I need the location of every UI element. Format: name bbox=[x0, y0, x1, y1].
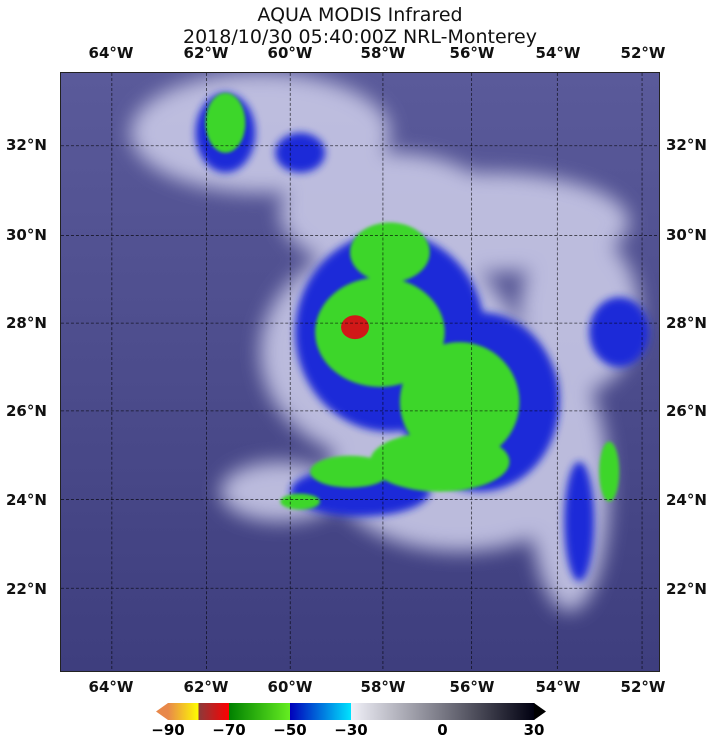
colorbar-segment bbox=[351, 703, 535, 720]
latitude-label-right: 24°N bbox=[666, 491, 707, 509]
cloud-cover-green bbox=[205, 92, 620, 510]
image-subtitle: 2018/10/30 05:40:00Z NRL-Monterey bbox=[183, 26, 537, 48]
longitude-label-top: 52°W bbox=[620, 44, 666, 62]
latitude-label-right: 32°N bbox=[666, 136, 707, 154]
longitude-label-bottom: 52°W bbox=[620, 678, 666, 696]
colorbar-min-extend bbox=[156, 703, 168, 720]
colorbar-segment bbox=[168, 703, 199, 720]
longitude-label-top: 54°W bbox=[535, 44, 581, 62]
latitude-label-left: 28°N bbox=[6, 314, 47, 332]
longitude-label-bottom: 58°W bbox=[360, 678, 406, 696]
colorbar-tick-label: 30 bbox=[523, 721, 545, 739]
latitude-label-right: 22°N bbox=[666, 580, 707, 598]
image-title: AQUA MODIS Infrared bbox=[257, 4, 463, 26]
longitude-label-bottom: 62°W bbox=[183, 678, 229, 696]
longitude-label-top: 60°W bbox=[267, 44, 313, 62]
colorbar-max-extend bbox=[534, 703, 546, 720]
colorbar-tick-label: −90 bbox=[151, 721, 185, 739]
storm-core-red bbox=[341, 315, 369, 340]
colorbar-segment bbox=[290, 703, 352, 720]
longitude-label-bottom: 60°W bbox=[267, 678, 313, 696]
longitude-label-top: 64°W bbox=[88, 44, 134, 62]
latitude-label-left: 26°N bbox=[6, 402, 47, 420]
colorbar-tick-label: −70 bbox=[212, 721, 246, 739]
latitude-label-left: 24°N bbox=[6, 491, 47, 509]
latitude-label-right: 26°N bbox=[666, 402, 707, 420]
colorbar-tick-label: −50 bbox=[273, 721, 307, 739]
longitude-label-bottom: 56°W bbox=[449, 678, 495, 696]
longitude-label-bottom: 64°W bbox=[88, 678, 134, 696]
latitude-label-right: 30°N bbox=[666, 226, 707, 244]
latitude-label-left: 32°N bbox=[6, 136, 47, 154]
latitude-label-left: 22°N bbox=[6, 580, 47, 598]
longitude-label-top: 58°W bbox=[360, 44, 406, 62]
longitude-label-top: 62°W bbox=[183, 44, 229, 62]
longitude-label-bottom: 54°W bbox=[535, 678, 581, 696]
colorbar-segment bbox=[198, 703, 230, 720]
colorbar bbox=[156, 703, 546, 720]
colorbar-tick-label: 0 bbox=[437, 721, 448, 739]
longitude-label-top: 56°W bbox=[449, 44, 495, 62]
latitude-label-left: 30°N bbox=[6, 226, 47, 244]
colorbar-tick-label: −30 bbox=[334, 721, 368, 739]
colorbar-segment bbox=[229, 703, 291, 720]
infrared-satellite-map bbox=[60, 72, 660, 672]
latitude-label-right: 28°N bbox=[666, 314, 707, 332]
